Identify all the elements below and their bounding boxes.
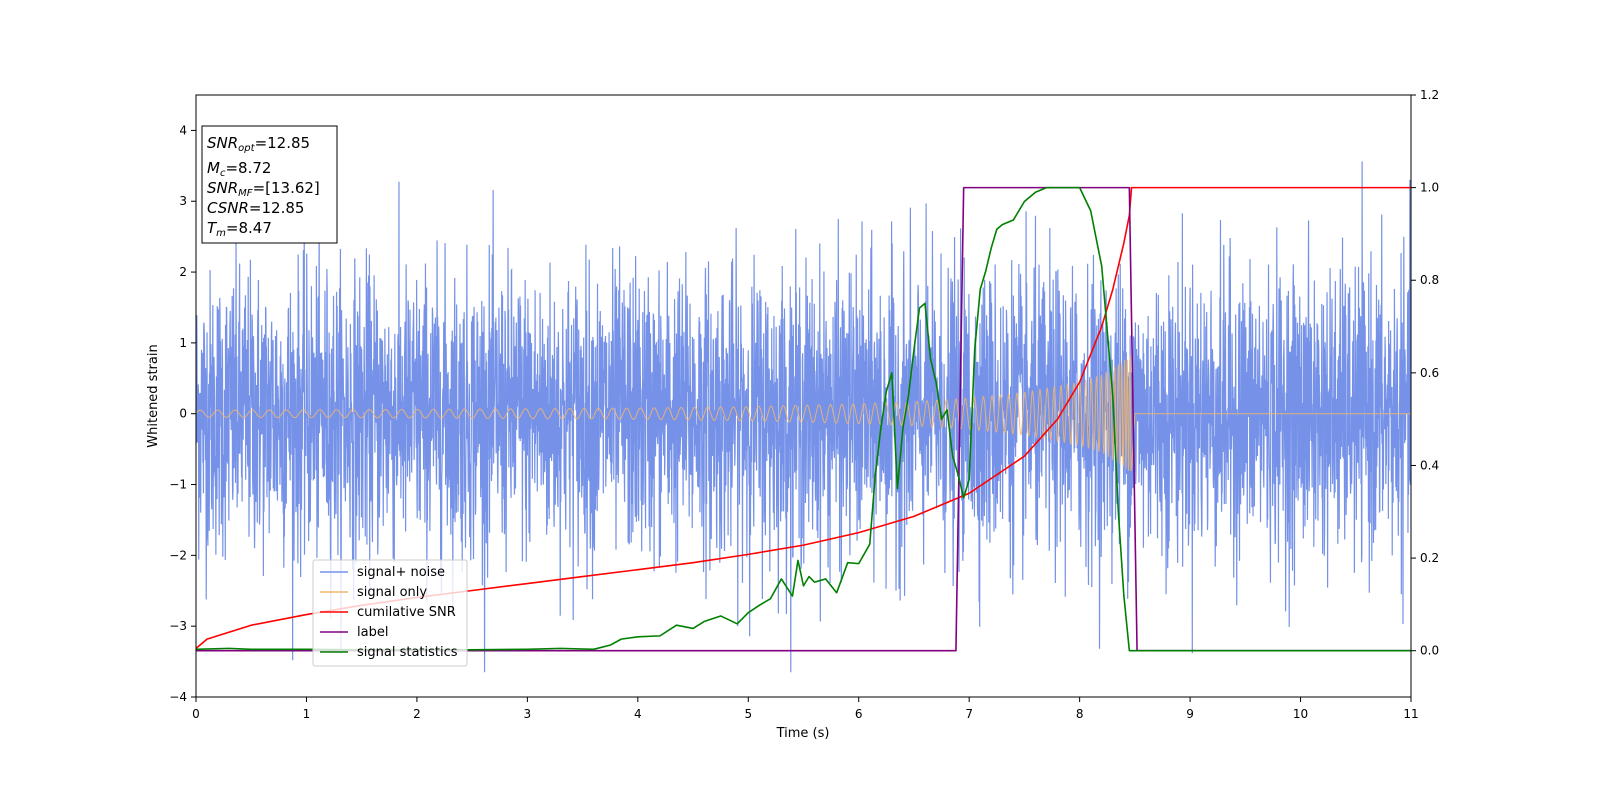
x-tick-label: 7	[965, 707, 973, 721]
right-y-tick-label: 1.2	[1420, 88, 1439, 102]
x-tick-label: 11	[1403, 707, 1418, 721]
legend-signal-only-label: signal only	[357, 585, 427, 600]
y-axis-label: Whitened strain	[146, 344, 161, 447]
right-y-tick-label: 0.6	[1420, 366, 1439, 380]
left-y-tick-label: −4	[169, 690, 187, 704]
left-y-tick-label: 1	[179, 336, 187, 350]
annotation-snr-mf: SNRMF=[13.62]	[207, 179, 320, 199]
right-y-axis: 0.0 0.2 0.4 0.6 0.8 1.0 1.2	[1411, 88, 1439, 658]
annotation-csnr: CSNR=12.85	[207, 199, 304, 217]
x-tick-label: 2	[413, 707, 421, 721]
annotation-tm: Tm=8.47	[207, 219, 272, 239]
right-y-tick-label: 0.2	[1420, 551, 1439, 565]
left-y-tick-label: −1	[169, 478, 187, 492]
annotation-box: SNRopt=12.85 Mc=8.72 SNRMF=[13.62] CSNR=…	[201, 125, 338, 244]
left-y-tick-label: −3	[169, 619, 187, 633]
x-tick-label: 5	[744, 707, 752, 721]
left-y-tick-label: 2	[179, 265, 187, 279]
x-tick-label: 8	[1076, 707, 1084, 721]
series-signal-only	[196, 355, 1411, 471]
left-y-tick-label: 3	[179, 194, 187, 208]
right-y-tick-label: 1.0	[1420, 181, 1439, 195]
x-tick-label: 0	[192, 707, 200, 721]
left-y-tick-label: 4	[179, 123, 187, 137]
series-signal-statistics	[196, 186, 1411, 652]
x-tick-label: 10	[1293, 707, 1308, 721]
x-tick-label: 3	[524, 707, 532, 721]
x-axis-label: Time (s)	[776, 726, 830, 741]
x-tick-label: 9	[1186, 707, 1194, 721]
right-y-tick-label: 0.4	[1420, 458, 1439, 472]
legend-label-label: label	[357, 625, 388, 640]
x-axis: 0 1 2 3 4 5 6 7 8 9 10 11	[192, 697, 1419, 721]
right-y-tick-label: 0.8	[1420, 273, 1439, 287]
legend-signal-noise-label: signal+ noise	[357, 565, 445, 580]
x-tick-label: 1	[303, 707, 311, 721]
left-y-tick-label: −2	[169, 548, 187, 562]
x-tick-label: 4	[634, 707, 642, 721]
plot-frame	[195, 94, 1412, 698]
left-y-tick-label: 0	[179, 407, 187, 421]
right-y-tick-label: 0.0	[1420, 644, 1439, 658]
series-signal-noise	[196, 161, 1411, 673]
legend-cumulative-snr-label: cumilative SNR	[357, 605, 456, 620]
legend: signal+ noise signal only cumilative SNR la…	[312, 559, 468, 667]
legend-frame	[312, 559, 468, 667]
annotation-snr-opt: SNRopt=12.85	[207, 134, 310, 154]
legend-signal-statistics-label: signal statistics	[357, 645, 458, 660]
left-y-axis: −4 −3 −2 −1 0 1 2 3 4	[169, 123, 196, 704]
x-tick-label: 6	[855, 707, 863, 721]
annotation-frame	[201, 125, 338, 244]
annotation-mc: Mc=8.72	[207, 159, 271, 179]
